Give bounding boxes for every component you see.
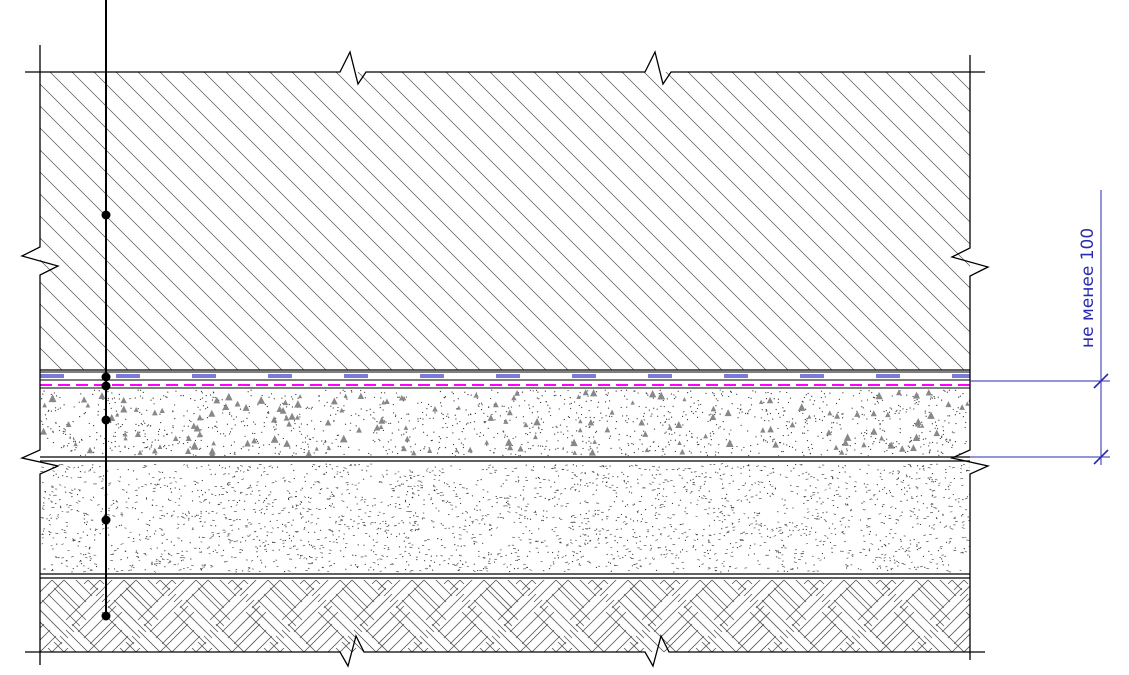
callout-point <box>101 210 111 220</box>
thickness-dimension: не менее 100 <box>970 190 1110 465</box>
section-outline <box>19 45 991 668</box>
waterproof-membrane <box>40 371 970 381</box>
concrete-screed-stipple <box>40 389 970 456</box>
sand-layer-stipple <box>40 463 970 573</box>
dimension-label: не менее 100 <box>1078 228 1098 348</box>
layer-boundaries <box>40 369 970 579</box>
soil-cross-hatch <box>40 580 970 652</box>
leader-line-icon <box>101 0 111 621</box>
callout-point <box>101 515 111 525</box>
callout-point <box>101 415 111 425</box>
callout-point <box>101 381 111 391</box>
callout-point <box>101 611 111 621</box>
concrete-slab-hatch <box>40 72 970 370</box>
callout-point <box>101 372 111 382</box>
